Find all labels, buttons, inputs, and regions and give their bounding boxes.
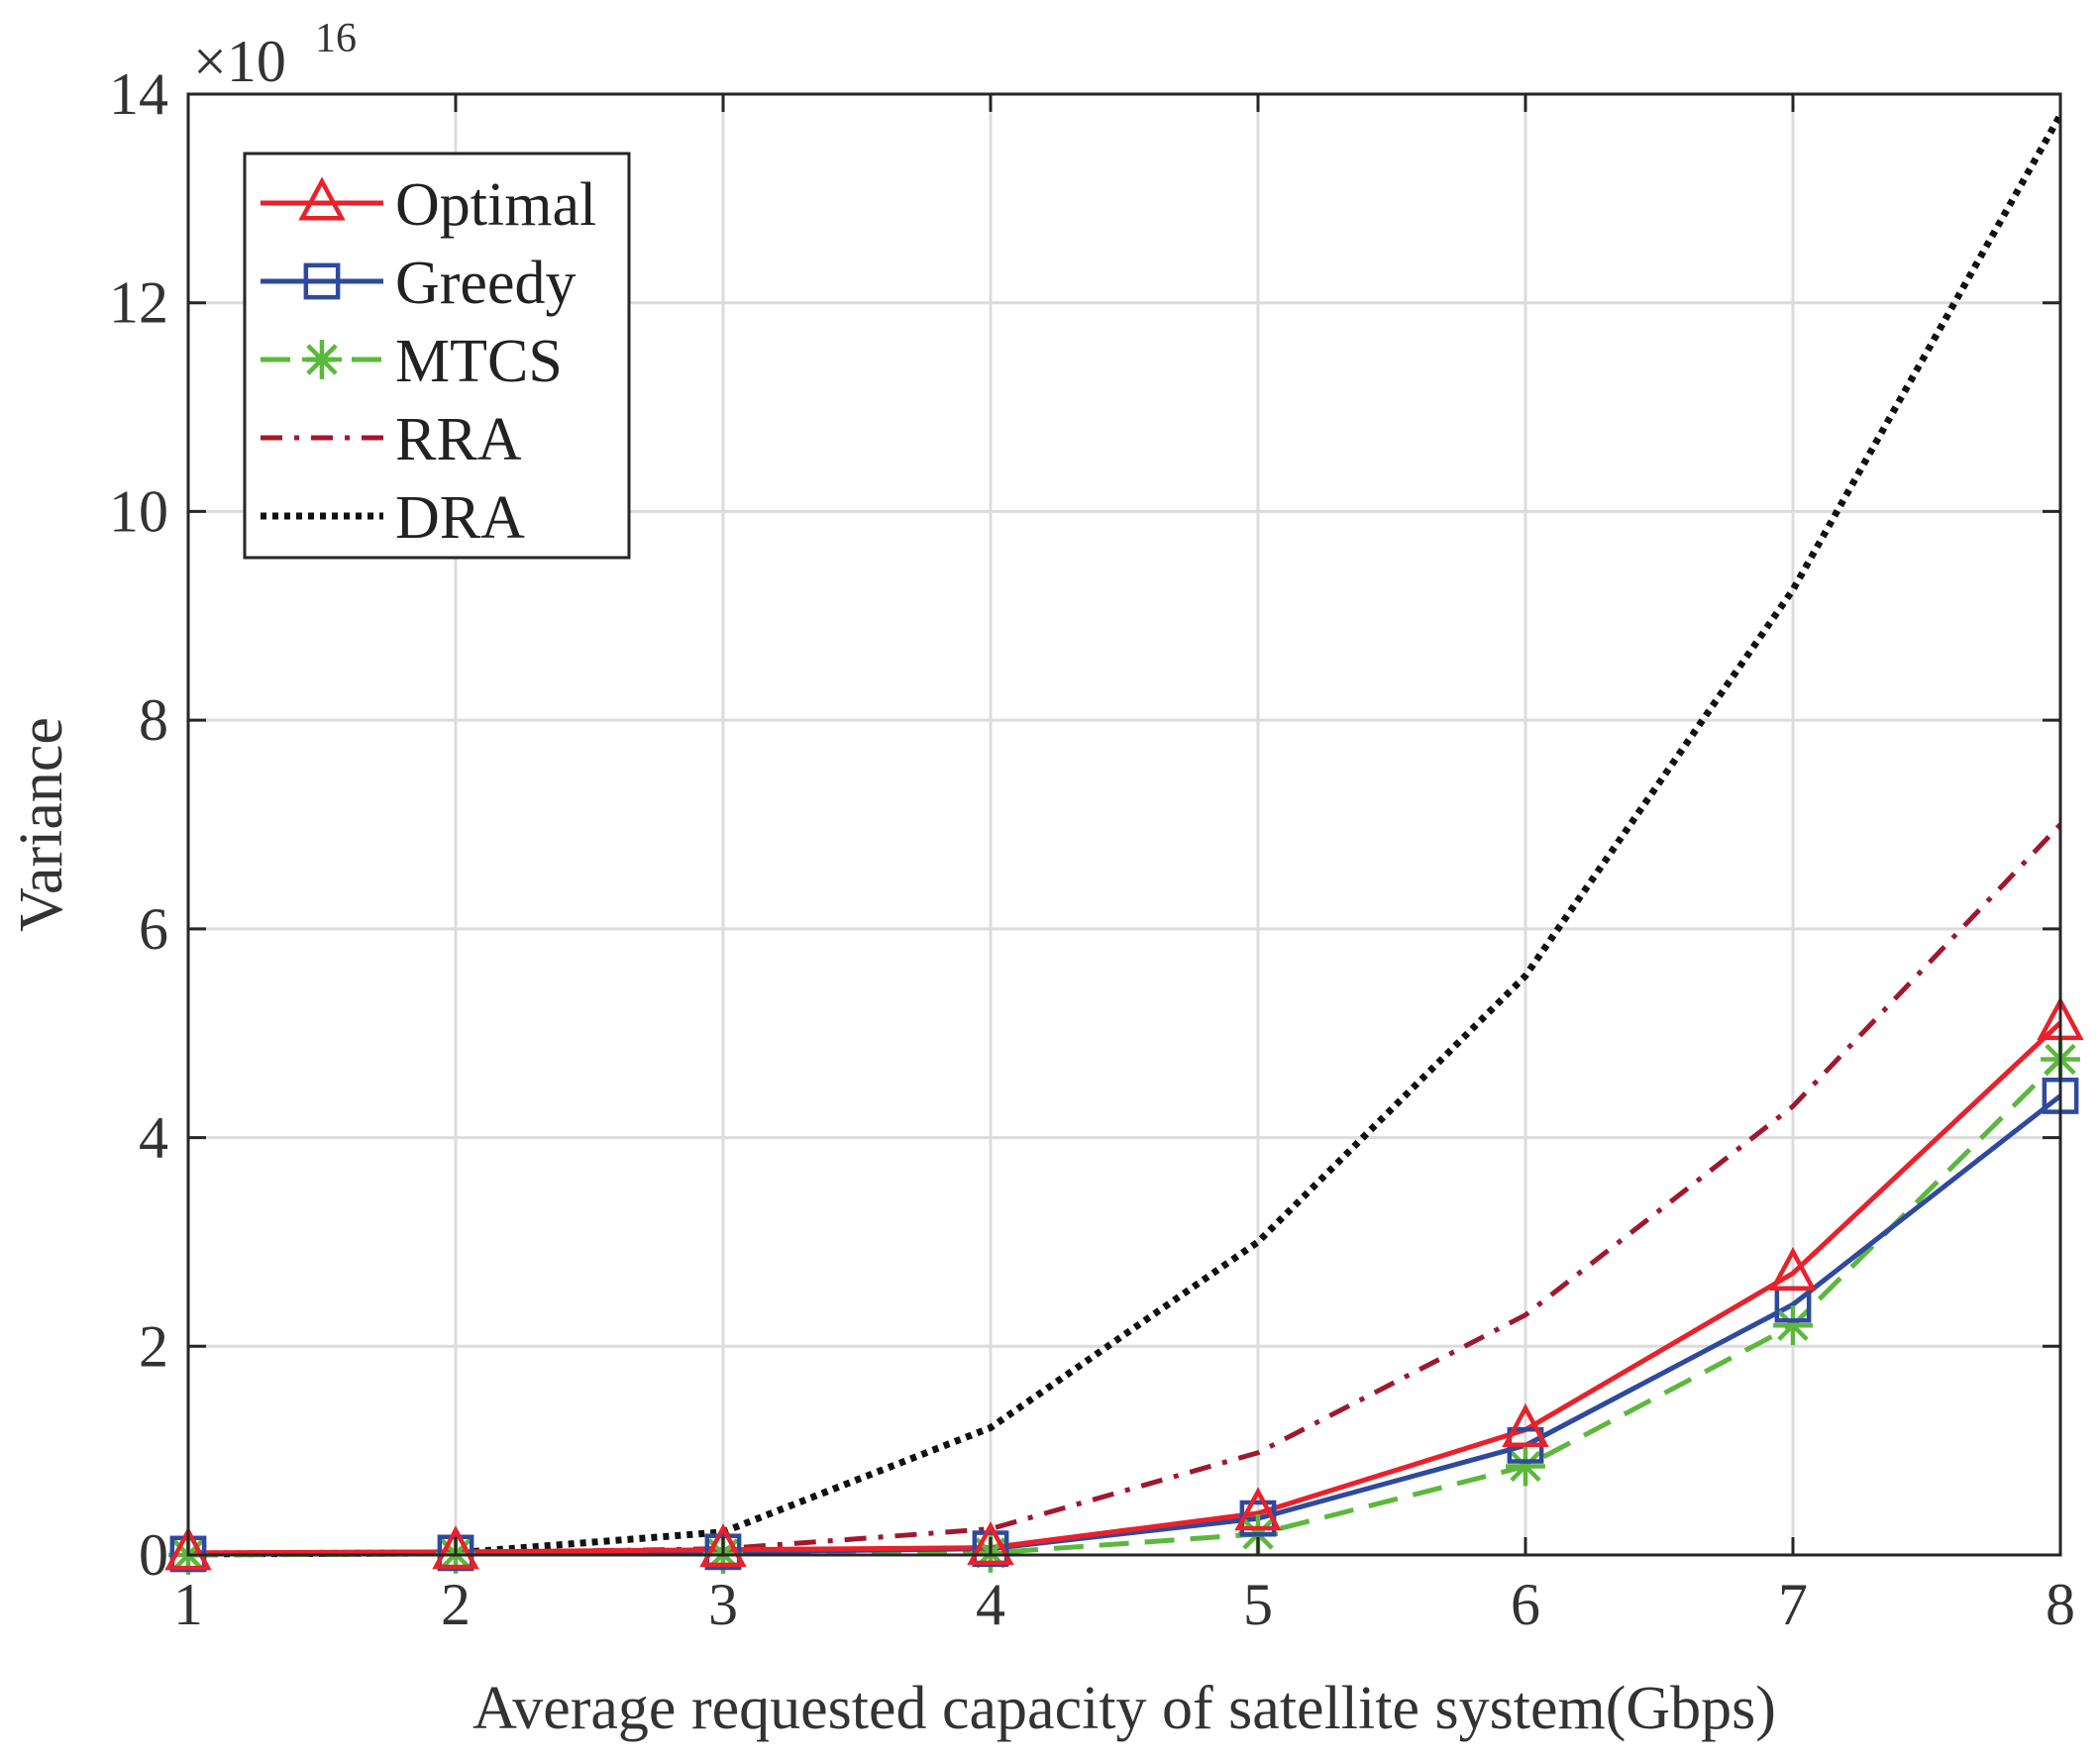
x-tick-label: 1 bbox=[173, 1572, 203, 1637]
marker-optimal bbox=[1769, 1246, 1817, 1291]
y-tick-label: 2 bbox=[139, 1313, 168, 1379]
legend-label-greedy: Greedy bbox=[395, 250, 576, 317]
y-tick-label: 6 bbox=[139, 896, 168, 962]
grid bbox=[186, 92, 2062, 1557]
y-multiplier-base: ×10 bbox=[193, 29, 286, 94]
x-tick-label: 4 bbox=[976, 1572, 1005, 1637]
legend-marker-optimal bbox=[298, 176, 346, 221]
y-axis-multiplier: ×10 16 bbox=[193, 16, 357, 94]
marker-optimal bbox=[432, 1525, 479, 1570]
x-tick-label: 6 bbox=[1511, 1572, 1540, 1637]
legend-label-rra: RRA bbox=[395, 406, 522, 473]
y-tick-label: 0 bbox=[139, 1522, 168, 1588]
series-lines bbox=[187, 113, 2064, 1558]
marker-optimal bbox=[1502, 1402, 1549, 1448]
marker-greedy bbox=[704, 1533, 742, 1571]
legend-label-dra: DRA bbox=[395, 484, 525, 552]
y-tick-label: 4 bbox=[139, 1105, 168, 1171]
legend-label-mtcs: MTCS bbox=[395, 328, 563, 395]
y-tick-label: 14 bbox=[109, 61, 168, 127]
x-tick-label: 5 bbox=[1243, 1572, 1273, 1637]
y-multiplier-exponent: 16 bbox=[315, 16, 357, 61]
plot-frame bbox=[186, 92, 2062, 1557]
y-tick-label: 12 bbox=[109, 270, 168, 336]
series-line-mtcs bbox=[187, 1057, 2062, 1558]
legend: Optimal Greedy MTCS RRA DRA bbox=[243, 152, 631, 560]
marker-optimal bbox=[164, 1526, 212, 1571]
legend-label-optimal: Optimal bbox=[395, 171, 596, 239]
y-axis-title: Variance bbox=[8, 717, 75, 932]
x-tick-label: 8 bbox=[2046, 1572, 2075, 1637]
marker-optimal bbox=[1234, 1487, 1282, 1531]
marker-optimal bbox=[699, 1523, 747, 1568]
series-line-rra bbox=[187, 822, 2062, 1557]
marker-mtcs bbox=[1773, 1305, 1813, 1346]
x-tick-label: 2 bbox=[441, 1572, 471, 1637]
y-tick-label: 8 bbox=[139, 687, 168, 753]
x-tick-label: 3 bbox=[708, 1572, 738, 1637]
y-tick-label: 10 bbox=[109, 478, 168, 544]
legend-box bbox=[243, 152, 631, 560]
series-line-optimal bbox=[187, 1020, 2062, 1556]
marker-mtcs bbox=[1506, 1446, 1545, 1487]
legend-marker-greedy bbox=[303, 262, 341, 300]
x-axis-title: Average requested capacity of satellite … bbox=[472, 1675, 1776, 1742]
marker-optimal bbox=[967, 1521, 1014, 1566]
legend-marker-mtcs bbox=[302, 340, 342, 379]
x-tick-label: 7 bbox=[1778, 1572, 1808, 1637]
